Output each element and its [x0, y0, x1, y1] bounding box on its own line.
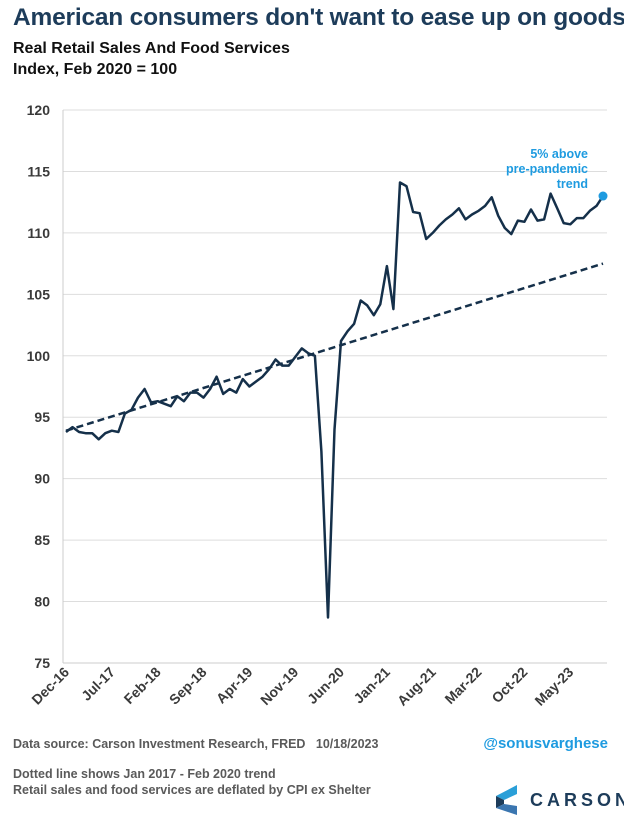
author-handle: @sonusvarghese: [483, 735, 608, 752]
axes: [62, 110, 607, 664]
carson-chevron-logo-icon: [496, 785, 517, 815]
source-text: Data source: Carson Investment Research,…: [13, 737, 306, 751]
y-tick-label: 100: [27, 348, 51, 364]
y-tick-label: 85: [34, 532, 50, 548]
y-axis-ticks: 75 80 85 90 95 100 105 110 115 120: [27, 102, 51, 671]
x-tick-label: Feb-18: [121, 664, 164, 707]
x-tick-label: Jun-20: [304, 664, 347, 707]
trend-line: [65, 262, 604, 432]
x-axis-ticks: Dec-16 Jul-17 Feb-18 Sep-18 Apr-19 Nov-19 Jun-…: [28, 664, 576, 709]
brand-name: CARSON: [530, 789, 624, 810]
deflator-note: Retail sales and food services are defla…: [13, 783, 371, 797]
x-tick-label: Mar-22: [441, 664, 484, 707]
chart-title: Real Retail Sales And Food Services: [13, 40, 290, 57]
endpoint-marker: [598, 191, 608, 201]
y-tick-label: 115: [27, 163, 50, 179]
y-tick-label: 95: [34, 409, 50, 425]
y-tick-label: 120: [27, 102, 51, 118]
x-tick-label: Sep-18: [166, 664, 210, 708]
y-tick-label: 90: [34, 471, 50, 487]
x-tick-label: Jul-17: [78, 664, 118, 704]
x-tick-label: Aug-21: [394, 664, 439, 709]
trend-note: Dotted line shows Jan 2017 - Feb 2020 tr…: [13, 767, 276, 781]
x-tick-label: May-23: [531, 664, 576, 709]
sales-series-line: [65, 181, 605, 619]
grid-lines: [63, 109, 607, 664]
annotation-line: trend: [557, 177, 588, 191]
annotation-line: 5% above: [530, 147, 588, 161]
chart-subtitle: Index, Feb 2020 = 100: [13, 61, 178, 78]
y-tick-label: 75: [34, 655, 50, 671]
y-tick-label: 105: [27, 286, 51, 302]
y-tick-label: 80: [34, 594, 50, 610]
source-date: 10/18/2023: [315, 737, 379, 751]
x-tick-label: Nov-19: [257, 664, 301, 708]
brand-logo: CARSON: [496, 785, 624, 815]
x-tick-label: Apr-19: [213, 664, 256, 707]
chart-headline: American consumers don't want to ease up…: [13, 4, 624, 31]
y-tick-label: 110: [27, 225, 50, 241]
series-group: [65, 181, 605, 619]
annotation-line: pre-pandemic: [506, 162, 588, 176]
source-note: Data source: Carson Investment Research,…: [13, 737, 378, 751]
x-tick-label: Jan-21: [350, 664, 393, 707]
x-tick-label: Oct-22: [488, 664, 530, 706]
